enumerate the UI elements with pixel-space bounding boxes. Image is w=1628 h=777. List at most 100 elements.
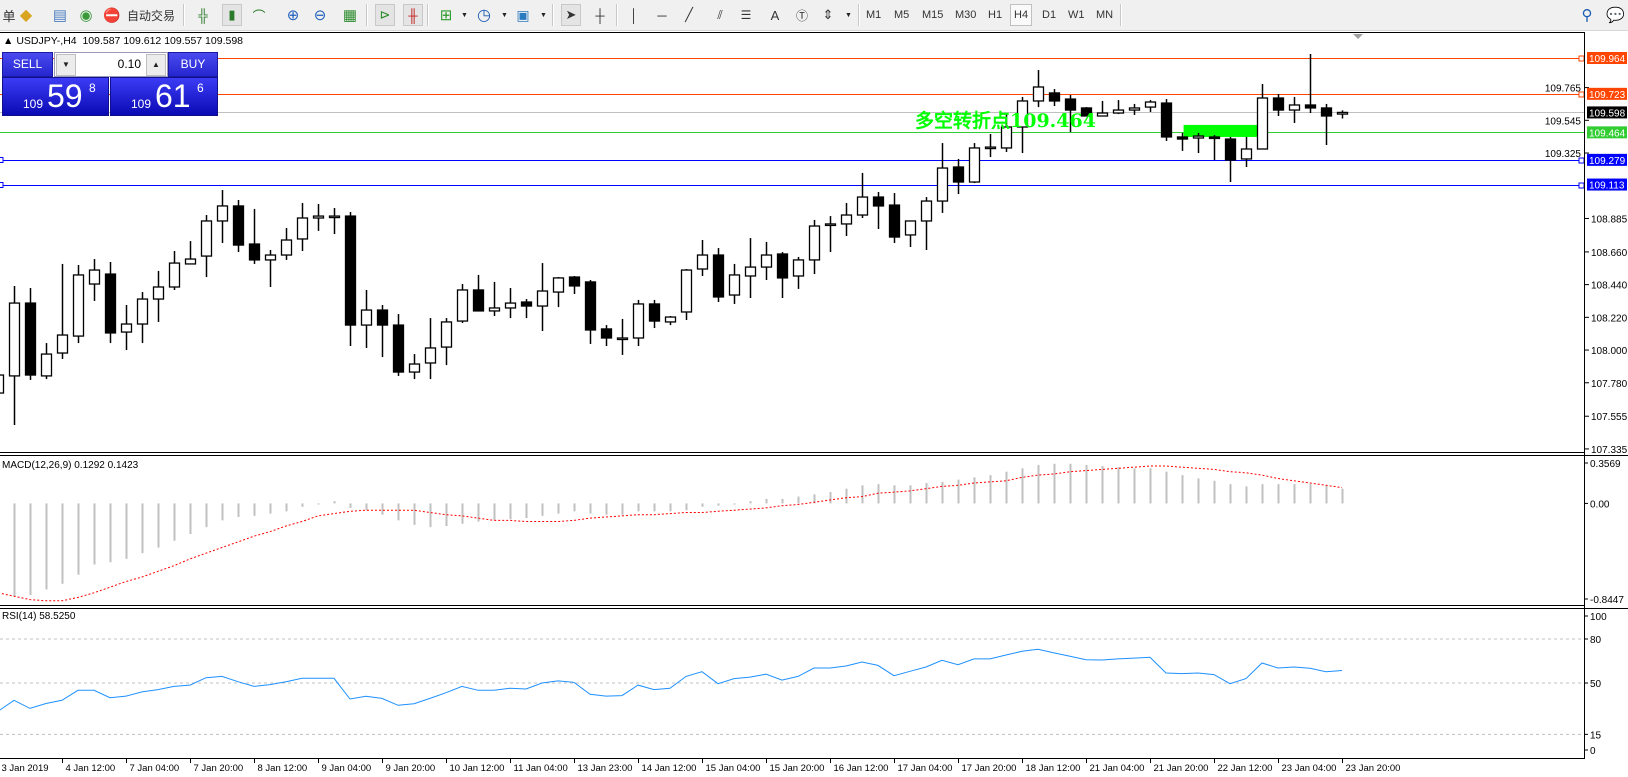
line-handle[interactable] — [0, 182, 4, 188]
data-window-icon[interactable]: ▤ — [52, 7, 68, 24]
candle-body-bullish — [168, 262, 181, 288]
candle-body-bullish — [88, 269, 101, 285]
candle-body-bullish — [40, 353, 53, 377]
arrows-icon[interactable]: ⇕ — [822, 7, 834, 22]
time-tick-label: 7 Jan 04:00 — [130, 763, 180, 774]
candle-body-bearish — [776, 253, 789, 279]
candle — [1304, 53, 1317, 114]
buy-price-button[interactable]: 109 61 6 — [110, 77, 218, 116]
toolbar-separator — [1120, 4, 1122, 26]
lot-increase-button[interactable]: ▲ — [146, 54, 166, 76]
candle-body-bullish — [968, 147, 981, 183]
timeframe-h4[interactable]: H4 — [1010, 4, 1033, 26]
candle — [72, 264, 85, 344]
candle-body-bearish — [888, 204, 901, 238]
navigator-icon[interactable]: ◉ — [79, 7, 93, 24]
candle — [1080, 107, 1093, 117]
candle — [1176, 132, 1189, 151]
time-tick-label: 8 Jan 12:00 — [258, 763, 308, 774]
timeframe-mn[interactable]: MN — [1096, 9, 1114, 21]
templates-dropdown-icon[interactable]: ▼ — [540, 12, 547, 19]
auto-scroll-icon[interactable]: ╫ — [403, 4, 423, 26]
pivot-annotation[interactable]: 多空转折点109.464 — [915, 110, 1096, 132]
candle-body-bearish — [24, 302, 37, 376]
price-label-bg — [1587, 87, 1627, 100]
time-tick-label: 22 Jan 12:00 — [1218, 763, 1273, 774]
candle-body-bullish — [1256, 97, 1269, 150]
candle — [568, 275, 581, 294]
toolbar-separator — [427, 4, 429, 26]
line-handle[interactable] — [1578, 182, 1584, 189]
candle-body-bullish — [504, 302, 517, 309]
candle-body-bullish — [440, 321, 453, 348]
horizontal-line-icon[interactable]: ─ — [657, 7, 667, 23]
macd-chart — [0, 463, 1344, 602]
candlestick-chart-icon[interactable]: ▮ — [222, 4, 242, 26]
sell-price-button[interactable]: 109 59 8 — [2, 77, 109, 116]
time-tick-label: 16 Jan 12:00 — [834, 763, 889, 774]
lot-size-field[interactable]: ▼ 0.10 ▲ — [54, 52, 168, 77]
new-order-button[interactable]: 单 — [0, 5, 18, 25]
candle — [1064, 95, 1077, 133]
cursor-icon[interactable]: ➤ — [561, 4, 581, 26]
macd-title: MACD(12,26,9) 0.1292 0.1423 — [2, 460, 139, 471]
indicators-icon[interactable]: ⊞ — [439, 7, 453, 24]
line-handle[interactable] — [1578, 157, 1584, 164]
toolbar-separator — [366, 4, 368, 26]
timeframe-w1[interactable]: W1 — [1068, 9, 1085, 21]
timeframe-h1[interactable]: H1 — [988, 9, 1003, 21]
line-handle[interactable] — [1578, 55, 1584, 62]
pivot-zone-rectangle[interactable] — [1183, 124, 1258, 137]
text-label-icon[interactable]: Ⓣ — [795, 8, 808, 23]
search-icon[interactable]: ⚲ — [1581, 7, 1593, 24]
buy-price-prefix: 109 — [131, 97, 152, 111]
timeframe-m30[interactable]: M30 — [955, 9, 977, 21]
line-handle[interactable] — [1578, 91, 1584, 98]
chart-shift-marker[interactable] — [1353, 34, 1363, 39]
sell-button[interactable]: SELL — [2, 52, 53, 77]
bar-chart-icon[interactable]: ╬ — [198, 7, 208, 23]
timeframe-m15[interactable]: M15 — [922, 9, 944, 21]
rsi-line — [0, 648, 1343, 711]
indicators-dropdown-icon[interactable]: ▼ — [461, 12, 468, 19]
zoom-out-icon[interactable]: ⊖ — [313, 7, 327, 24]
candle — [808, 219, 821, 275]
price-label-109.723: 109.723 — [1589, 90, 1626, 101]
timeframe-m5[interactable]: M5 — [894, 9, 910, 21]
sell-price-fraction: 8 — [89, 81, 96, 95]
chart-shift-icon[interactable]: ⊳ — [375, 4, 395, 26]
timeframe-d1[interactable]: D1 — [1042, 9, 1057, 21]
crosshair-icon[interactable]: ┼ — [595, 7, 605, 23]
line-chart-icon[interactable]: ⌒ — [252, 8, 266, 24]
autotrading-button[interactable]: 自动交易 — [127, 5, 175, 25]
trendline-icon[interactable]: ╱ — [685, 7, 693, 22]
line-handle[interactable] — [0, 157, 4, 163]
timeframe-m1[interactable]: M1 — [866, 9, 882, 21]
candle — [1000, 114, 1013, 152]
sell-price-pips: 59 — [47, 78, 83, 114]
fibonacci-icon[interactable]: ☰ — [740, 8, 752, 22]
candle — [40, 343, 53, 380]
candle-body-bullish — [8, 302, 21, 377]
candle — [840, 202, 853, 236]
lot-size-value[interactable]: 0.10 — [117, 57, 141, 71]
arrows-dropdown-icon[interactable]: ▼ — [845, 12, 852, 19]
vertical-line-icon[interactable]: │ — [629, 7, 639, 23]
zoom-in-icon[interactable]: ⊕ — [286, 7, 300, 24]
market-watch-icon[interactable]: ◆ — [19, 7, 33, 24]
time-tick-label: 9 Jan 04:00 — [322, 763, 372, 774]
buy-button[interactable]: BUY — [168, 52, 218, 77]
candle — [696, 240, 709, 276]
lot-decrease-button[interactable]: ▼ — [56, 54, 76, 76]
autotrading-icon[interactable]: ⛔ — [103, 6, 121, 23]
periodicity-icon[interactable]: ◷ — [477, 7, 491, 24]
equidistant-channel-icon[interactable]: ⫽ — [717, 7, 723, 22]
text-icon[interactable]: A — [770, 7, 780, 23]
chat-icon[interactable]: 💬 — [1606, 7, 1625, 24]
time-tick-label: 17 Jan 20:00 — [962, 763, 1017, 774]
candle-body-bearish — [1064, 98, 1077, 111]
templates-icon[interactable]: ▣ — [516, 6, 530, 23]
periodicity-dropdown-icon[interactable]: ▼ — [501, 12, 508, 19]
tile-windows-icon[interactable]: ▦ — [342, 7, 358, 24]
